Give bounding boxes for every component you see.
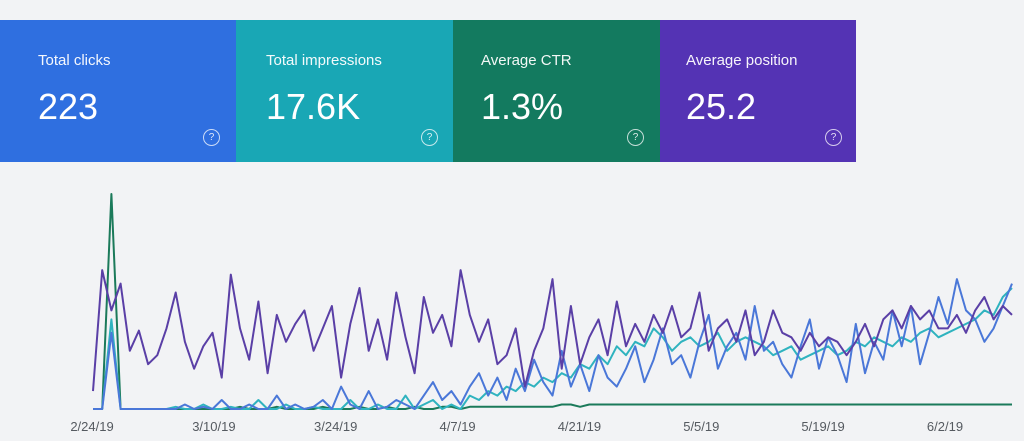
card-average-ctr[interactable]: Average CTR 1.3% ?	[453, 20, 660, 162]
x-tick-label: 5/5/19	[683, 419, 719, 434]
help-icon[interactable]: ?	[825, 129, 842, 146]
card-total-clicks[interactable]: Total clicks 223 ?	[0, 20, 236, 162]
card-average-position-value: 25.2	[686, 86, 757, 127]
chart-lines	[92, 193, 1013, 410]
help-icon[interactable]: ?	[203, 129, 220, 146]
x-tick-label: 4/21/19	[558, 419, 601, 434]
series-line-total-clicks	[93, 278, 1013, 410]
card-total-impressions[interactable]: Total impressions 17.6K ?	[236, 20, 453, 162]
card-average-position-label: Average position	[686, 52, 798, 69]
x-tick-label: 3/10/19	[192, 419, 235, 434]
card-average-position[interactable]: Average position 25.2 ?	[660, 20, 856, 162]
card-average-ctr-label: Average CTR	[481, 52, 572, 69]
x-tick-label: 3/24/19	[314, 419, 357, 434]
series-line-average-ctr	[93, 193, 1012, 410]
performance-line-chart: 2/24/19 3/10/19 3/24/19 4/7/19 4/21/19 5/5/19…	[70, 193, 1013, 434]
x-axis-ticks: 2/24/19 3/10/19 3/24/19 4/7/19 4/21/19 5/5/19…	[70, 419, 963, 434]
x-tick-label: 4/7/19	[440, 419, 476, 434]
card-total-impressions-label: Total impressions	[266, 52, 382, 69]
card-total-clicks-value: 223	[38, 86, 99, 127]
x-tick-label: 5/19/19	[801, 419, 844, 434]
card-average-ctr-value: 1.3%	[481, 86, 564, 127]
series-line-average-position	[92, 269, 1013, 392]
card-total-clicks-label: Total clicks	[38, 52, 111, 69]
card-total-impressions-value: 17.6K	[266, 86, 361, 127]
help-icon[interactable]: ?	[627, 129, 644, 146]
x-tick-label: 2/24/19	[70, 419, 113, 434]
x-tick-label: 6/2/19	[927, 419, 963, 434]
metric-cards: Total clicks 223 ? Total impressions 17.…	[0, 20, 856, 162]
help-icon[interactable]: ?	[421, 129, 438, 146]
